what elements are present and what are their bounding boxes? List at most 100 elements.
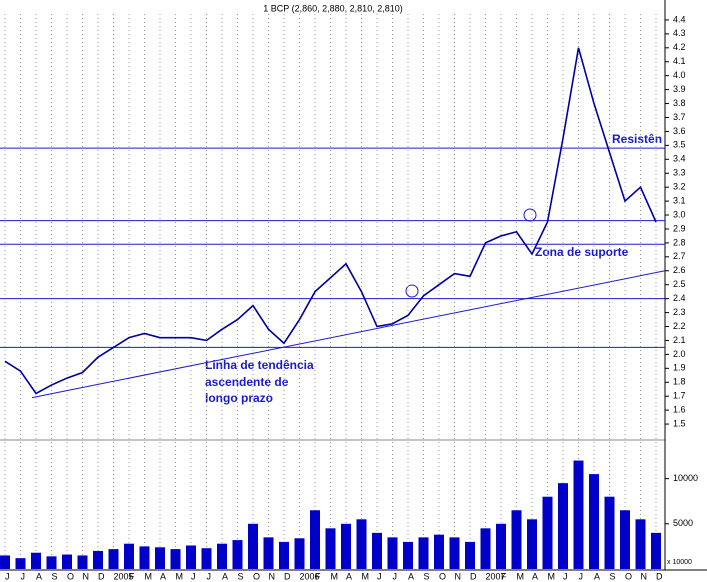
x-tick-label: F [315,571,321,581]
annotation: Resistên [612,132,662,146]
y-tick-label: 2.6 [673,265,686,275]
x-tick-label: A [594,571,600,581]
x-tick-label: J [191,571,196,581]
y-tick-label: 3.4 [673,154,686,164]
y-tick-label: 3.2 [673,182,686,192]
y-tick-label: 2.2 [673,321,686,331]
x-tick-label: N [641,571,648,581]
y-tick-label: 5000 [673,518,693,528]
x-tick-label: S [610,571,616,581]
y-tick-label: 3.9 [673,84,686,94]
x-tick-label: O [439,571,446,581]
y-tick-label: 4.0 [673,70,686,80]
y-tick-label: 3.1 [673,195,686,205]
volume-bar [108,549,119,569]
volume-bar [604,496,615,569]
y-tick-label: 2.9 [673,223,686,233]
y-tick-label: 4.1 [673,56,686,66]
y-tick-label: 1.8 [673,377,686,387]
x-tick-label: F [129,571,135,581]
volume-bar [170,549,181,569]
y-tick-label: 1.5 [673,418,686,428]
y-tick-label: 2.8 [673,237,686,247]
volume-bar [434,534,444,569]
volume-bar [356,519,367,569]
volume-bar [527,519,537,569]
x-tick-label: D [470,571,477,581]
volume-bar [620,510,630,569]
x-tick-label: J [393,571,398,581]
x-tick-label: O [253,571,260,581]
volume-bar [46,556,57,569]
volume-bar [31,552,41,569]
volume-bar [201,548,212,569]
y-tick-label: 4.4 [673,14,686,24]
volume-bar [325,528,336,569]
volume-bar [77,555,88,569]
x-tick-label: M [362,571,370,581]
price-line [4,47,657,395]
volume-bar [263,537,274,569]
x-tick-label: S [238,571,244,581]
y-tick-label: 3.3 [673,168,686,178]
annotation: Linha de tendência [205,358,314,372]
volume-bar [186,545,196,569]
volume-bar [341,523,351,569]
x-tick-label: J [21,571,26,581]
y-tick-label: 2.1 [673,335,686,345]
volume-bar [480,528,491,569]
x-tick-label: D [656,571,663,581]
x-tick-label: O [67,571,74,581]
x-tick-label: M [145,571,153,581]
volume-bar [310,510,320,569]
y-tick-label: 1.9 [673,363,686,373]
volume-bar [139,546,150,569]
x-tick-label: S [52,571,58,581]
y-tick-label: 4.2 [673,42,686,52]
x-tick-label: A [346,571,352,581]
x-tick-label: M [331,571,339,581]
x-tick-label: J [5,571,10,581]
volume-bar [0,555,10,569]
volume-bar [589,474,599,569]
x-tick-label: A [222,571,228,581]
x-tick-label: D [98,571,105,581]
x-tick-label: J [207,571,212,581]
x-tick-label: M [176,571,184,581]
x-tick-label: N [455,571,462,581]
x-tick-label: F [501,571,507,581]
volume-bar [372,532,382,569]
volume-bar [217,543,227,569]
x-tick-label: M [517,571,525,581]
trend-line [31,270,666,399]
x-tick-label: A [532,571,538,581]
volume-bar [542,496,553,569]
annotation: Zona de suporte [535,245,629,259]
y-tick-label: 2.3 [673,307,686,317]
volume-bar [635,519,646,569]
volume-bar [155,547,165,569]
x-tick-label: D [284,571,291,581]
y-tick-label: 3.0 [673,209,686,219]
x-tick-label: A [160,571,166,581]
y-tick-label: 4.3 [673,28,686,38]
volume-bar [232,540,243,569]
y-tick-label: 2.5 [673,279,686,289]
volume-bar [651,532,661,569]
volume-bar [93,550,103,569]
volume-bar [124,543,134,569]
y-tick-label: 2.7 [673,251,686,261]
y-tick-label: 1.7 [673,391,686,401]
y-tick-label: 3.5 [673,140,686,150]
y-tick-label: 3.8 [673,98,686,108]
annotation: ascendente de [205,375,289,389]
y-tick-label: 3.6 [673,126,686,136]
y-tick-label: 3.7 [673,112,686,122]
volume-bar [15,558,26,569]
volume-bar [496,523,506,569]
y-tick-label: 10000 [673,473,698,483]
volume-bar [573,460,584,569]
volume-unit-label: x 10000 [667,559,692,566]
